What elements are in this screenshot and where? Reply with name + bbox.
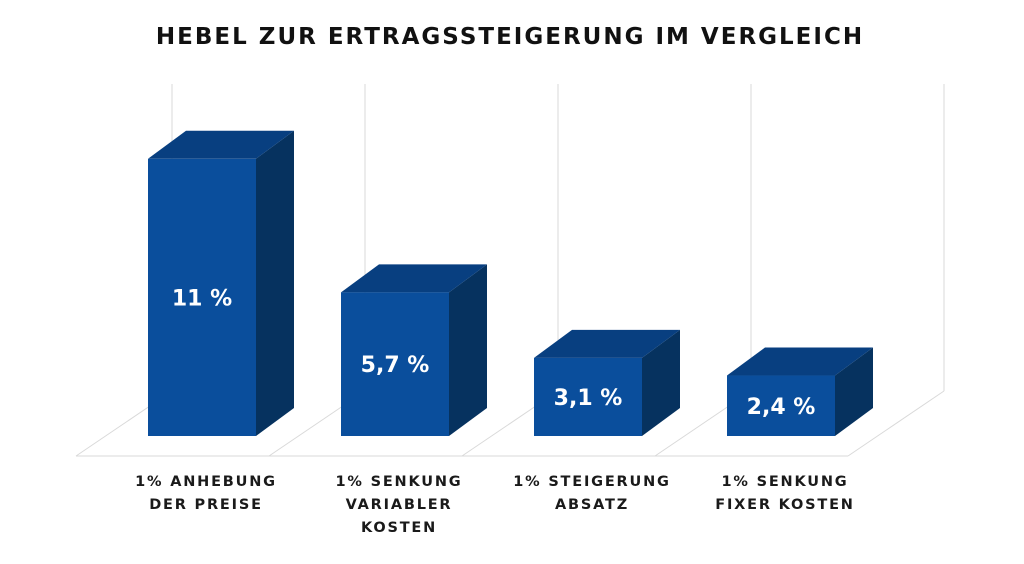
category-label: 1% ANHEBUNG <box>135 474 277 490</box>
bar: 5,7 % <box>341 264 487 436</box>
bar-top-face <box>534 329 680 358</box>
data-label: 11 % <box>172 286 232 311</box>
bar: 11 % <box>148 130 294 437</box>
bar-side-face <box>449 264 487 436</box>
bar-side-face <box>835 347 873 436</box>
data-label: 5,7 % <box>361 353 430 378</box>
category-label: 1% STEIGERUNG <box>513 474 670 490</box>
bar: 3,1 % <box>534 329 680 436</box>
category-label: FIXER KOSTEN <box>715 497 854 513</box>
bar-top-face <box>341 264 487 293</box>
category-label: ABSATZ <box>555 497 629 513</box>
floor-gridline <box>847 390 945 457</box>
bar-front-face <box>534 357 642 436</box>
bar-top-face <box>148 130 294 159</box>
bar: 2,4 % <box>727 347 873 436</box>
category-labels: 1% ANHEBUNG DER PREISE 1% SENKUNG VARIABLER… <box>135 474 854 536</box>
bar-top-face <box>727 347 873 376</box>
bars: 11 % 5,7 % 3,1 % 2,4 % <box>148 130 873 437</box>
bar-side-face <box>642 329 680 436</box>
bar-front-face <box>341 292 449 436</box>
category-label: VARIABLER <box>346 497 453 513</box>
chart-title: HEBEL ZUR ERTRAGSSTEIGERUNG IM VERGLEICH <box>156 24 864 50</box>
category-label: 1% SENKUNG <box>722 474 849 490</box>
category-label: KOSTEN <box>361 520 437 536</box>
bar-front-face <box>148 158 256 437</box>
bar-side-face <box>256 130 294 437</box>
category-label: DER PREISE <box>149 497 263 513</box>
bar-front-face <box>727 375 835 436</box>
data-label: 3,1 % <box>554 386 623 411</box>
category-label: 1% SENKUNG <box>336 474 463 490</box>
data-label: 2,4 % <box>747 395 816 420</box>
